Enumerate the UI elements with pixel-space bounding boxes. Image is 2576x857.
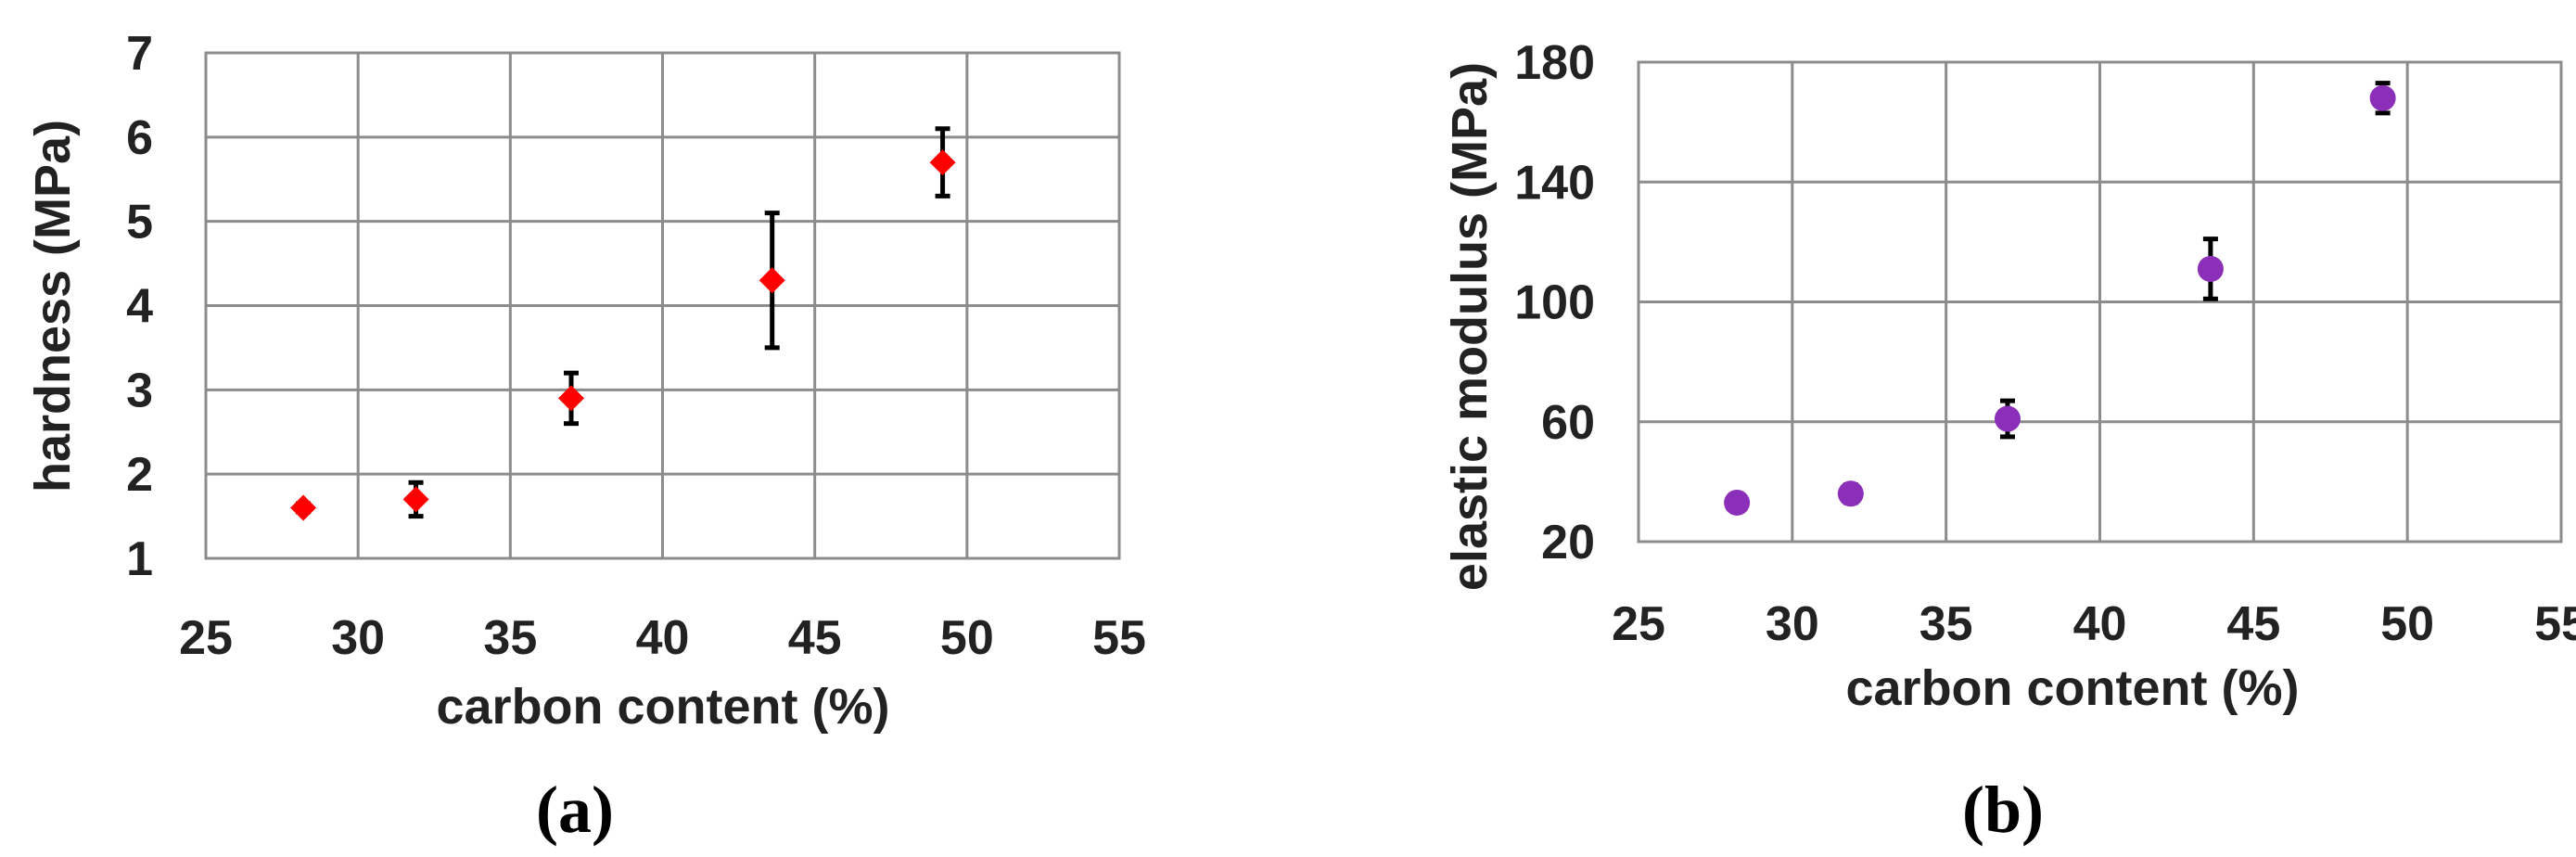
y-tick-label: 4 [126, 280, 153, 334]
y-tick-labels-a: 1 2 3 4 5 6 7 [126, 27, 153, 586]
panel-label-b: (b) [1962, 773, 2044, 847]
data-point [402, 480, 429, 519]
data-point [1995, 398, 2021, 440]
diamond-marker [929, 149, 956, 176]
x-tick-label: 30 [331, 611, 385, 665]
circle-marker [1724, 489, 1751, 516]
data-point [2197, 237, 2224, 301]
circle-marker [1995, 405, 2021, 432]
panel-label-a: (a) [536, 773, 614, 847]
x-tick-label: 50 [2380, 597, 2434, 651]
diamond-marker [558, 385, 584, 412]
y-tick-label: 60 [1541, 396, 1595, 450]
grid-b [1639, 62, 2561, 542]
x-tick-label: 45 [2226, 597, 2280, 651]
y-tick-label: 5 [126, 196, 153, 249]
diamond-marker [402, 486, 429, 513]
circle-marker [2369, 84, 2396, 111]
x-tick-label: 40 [2073, 597, 2127, 651]
diamond-marker [290, 494, 317, 521]
x-tick-labels-b: 25 30 35 40 45 50 55 [1612, 597, 2576, 651]
x-tick-label: 25 [179, 611, 233, 665]
x-tick-label: 45 [788, 611, 842, 665]
y-tick-label: 2 [126, 448, 153, 502]
x-tick-label: 30 [1766, 597, 1819, 651]
data-point [290, 494, 317, 521]
data-point [1837, 480, 1864, 507]
x-tick-label: 35 [1919, 597, 1973, 651]
y-tick-label: 7 [126, 27, 153, 81]
x-axis-label-b: carbon content (%) [1845, 660, 2299, 716]
data-points-b [1724, 81, 2396, 516]
circle-marker [1837, 480, 1864, 507]
x-tick-label: 55 [2534, 597, 2576, 651]
x-tick-label: 40 [636, 611, 690, 665]
y-tick-label: 140 [1514, 156, 1595, 210]
data-point [2369, 81, 2396, 116]
x-axis-label-a: carbon content (%) [436, 679, 889, 735]
x-tick-labels-a: 25 30 35 40 45 50 55 [179, 611, 1146, 665]
y-axis-label-b: elastic modulus (MPa) [1442, 62, 1498, 591]
y-tick-label: 6 [126, 111, 153, 165]
y-axis-label-a: hardness (MPa) [25, 120, 81, 492]
data-point [929, 126, 956, 198]
data-point [1724, 489, 1751, 516]
x-tick-label: 25 [1612, 597, 1665, 651]
x-tick-label: 35 [483, 611, 537, 665]
chart-panel-b: 25 30 35 40 45 50 55 20 60 100 140 180 carbon cont… [1442, 36, 2576, 847]
y-tick-label: 20 [1541, 516, 1595, 569]
grid-a [206, 53, 1119, 558]
circle-marker [2197, 255, 2224, 282]
data-point [558, 370, 584, 427]
y-tick-label: 1 [126, 532, 153, 586]
y-tick-labels-b: 20 60 100 140 180 [1514, 36, 1595, 569]
y-tick-label: 100 [1514, 276, 1595, 330]
y-tick-label: 3 [126, 364, 153, 417]
data-points-a [290, 126, 956, 521]
y-tick-label: 180 [1514, 36, 1595, 90]
data-point [759, 211, 785, 351]
diamond-marker [759, 267, 785, 294]
x-tick-label: 50 [940, 611, 994, 665]
x-tick-label: 55 [1092, 611, 1146, 665]
